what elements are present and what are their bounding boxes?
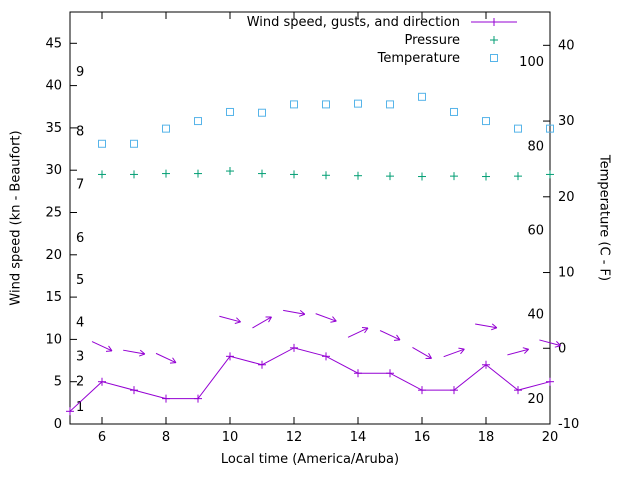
svg-text:10: 10 [222,430,239,445]
svg-text:8: 8 [76,124,84,139]
legend-sample-wind-icon [468,13,520,31]
svg-text:10: 10 [558,266,575,281]
legend-label-wind: Wind speed, gusts, and direction [246,14,460,30]
svg-text:2: 2 [76,375,84,390]
legend-label-pressure: Pressure [404,32,460,48]
y-left-ticks: 0 5 10 15 20 25 30 35 40 45 [45,36,77,432]
series-gust-arrows [91,309,561,364]
svg-text:25: 25 [45,206,62,221]
legend-row-wind: Wind speed, gusts, and direction [120,13,520,31]
plot-border [69,11,551,425]
svg-text:7: 7 [76,178,84,193]
svg-text:30: 30 [45,163,62,178]
legend-row-pressure: Pressure [120,31,520,49]
legend-row-temperature: Temperature [120,49,520,67]
svg-text:12: 12 [286,430,303,445]
svg-text:6: 6 [98,430,106,445]
x-axis-ticks: 6 8 10 12 14 16 18 20 [98,12,558,445]
series-wind-speed [66,343,554,416]
svg-text:1: 1 [76,400,84,415]
legend-sample-pressure-icon [468,31,520,49]
svg-text:8: 8 [162,430,170,445]
series-temperature [98,92,554,148]
svg-text:45: 45 [45,36,62,51]
svg-text:80: 80 [527,139,544,154]
svg-text:9: 9 [76,65,84,80]
svg-text:40: 40 [45,79,62,94]
svg-text:40: 40 [527,308,544,323]
fahrenheit-labels: 20 40 60 80 100 [519,55,544,407]
svg-text:40: 40 [558,38,575,53]
svg-text:-10: -10 [558,417,579,432]
svg-text:20: 20 [527,392,544,407]
y-right-ticks: -10 0 10 20 30 40 [543,38,579,432]
svg-text:10: 10 [45,332,62,347]
y-axis-title-left: Wind speed (kn - Beaufort) [8,130,24,306]
svg-text:18: 18 [478,430,495,445]
svg-text:0: 0 [54,417,62,432]
svg-text:3: 3 [76,349,84,364]
legend-label-temperature: Temperature [377,50,460,66]
svg-text:5: 5 [76,273,84,288]
svg-text:20: 20 [45,248,62,263]
beaufort-labels: 1 2 3 4 5 6 7 8 9 [76,65,84,415]
svg-text:4: 4 [76,315,84,330]
svg-text:14: 14 [350,430,367,445]
svg-text:35: 35 [45,121,62,136]
svg-text:100: 100 [519,55,544,70]
svg-text:6: 6 [76,231,84,246]
svg-text:5: 5 [54,375,62,390]
svg-text:16: 16 [414,430,431,445]
x-axis-title: Local time (America/Aruba) [220,452,400,467]
series-pressure [98,167,554,181]
y-axis-title-right: Temperature (C - F) [596,154,612,282]
svg-text:60: 60 [527,223,544,238]
svg-text:20: 20 [542,430,559,445]
chart-legend: Wind speed, gusts, and direction Pressur… [120,13,520,67]
svg-text:0: 0 [558,341,566,356]
legend-sample-temperature-icon [468,49,520,67]
svg-text:15: 15 [45,290,62,305]
svg-text:20: 20 [558,190,575,205]
svg-text:30: 30 [558,114,575,129]
